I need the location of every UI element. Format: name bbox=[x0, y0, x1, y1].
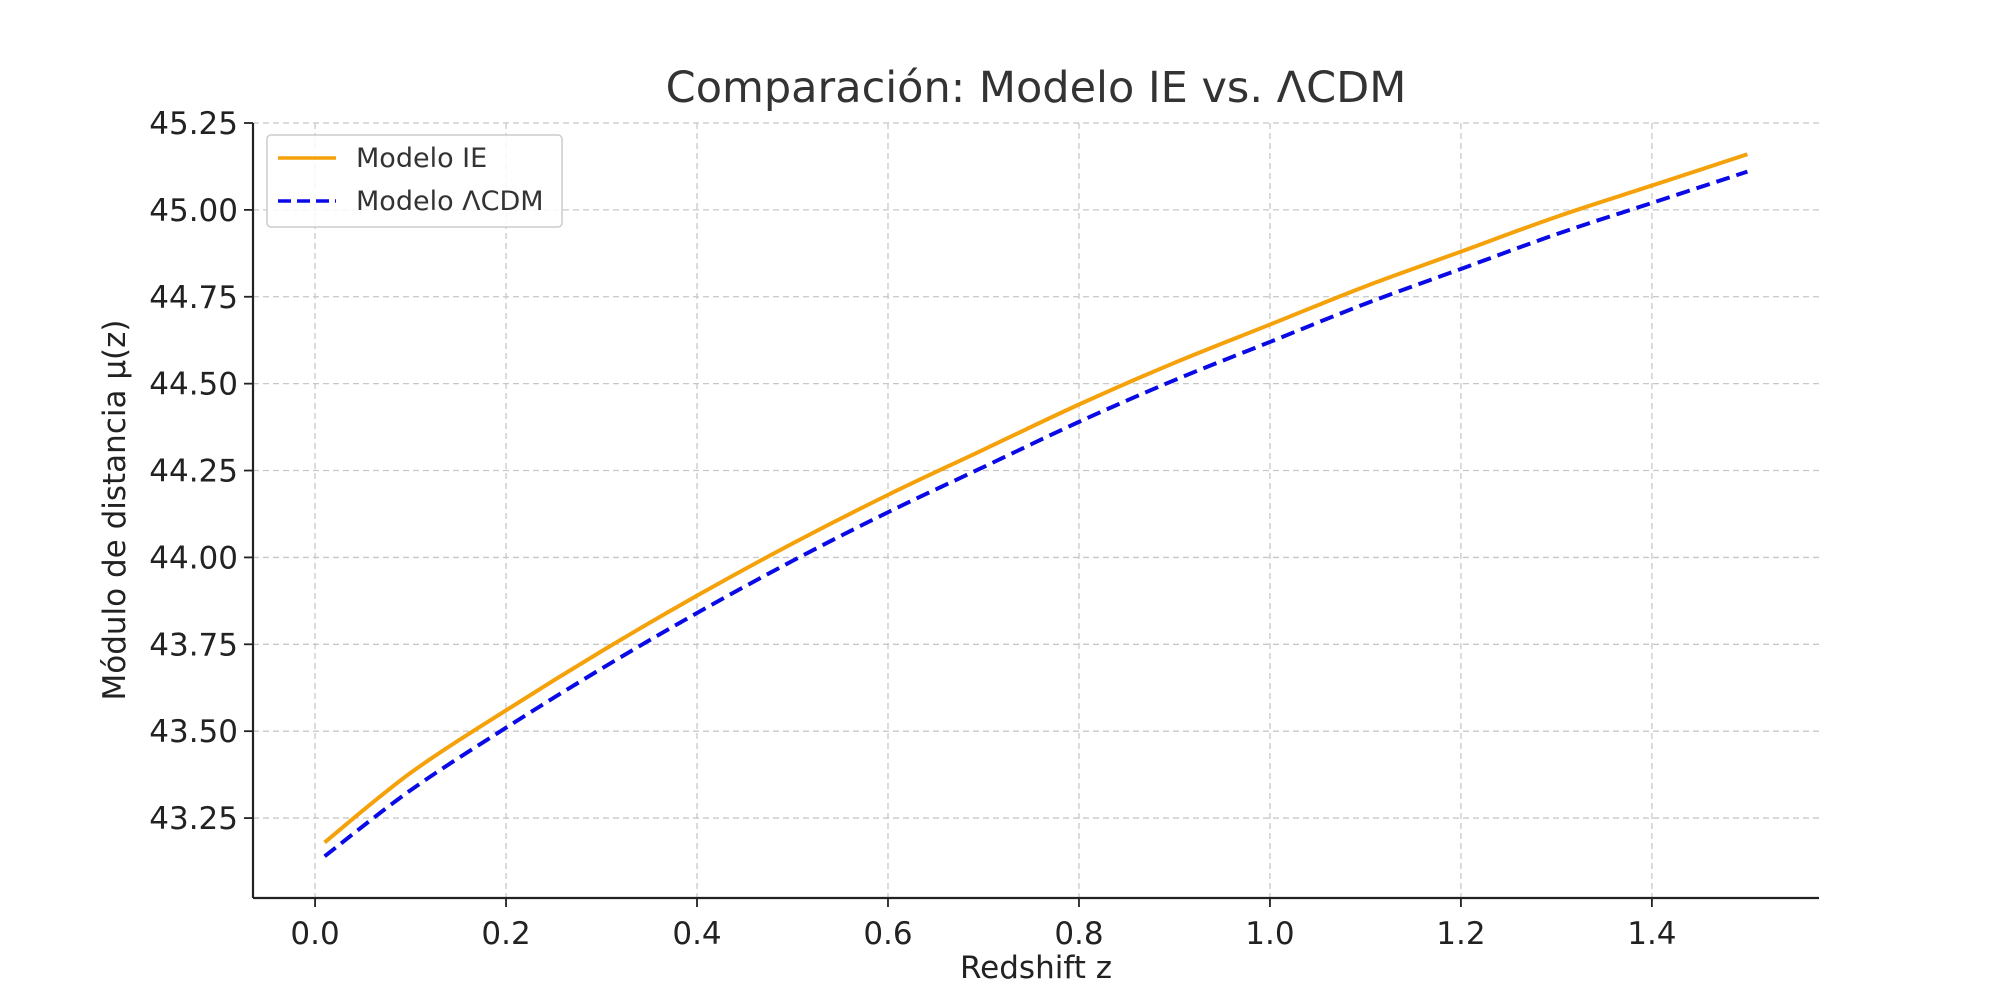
grid bbox=[253, 122, 1819, 898]
y-tick-label: 44.75 bbox=[149, 280, 238, 316]
series-line-modelo-lcdm bbox=[323, 169, 1749, 858]
series-lines bbox=[323, 152, 1749, 858]
legend-box bbox=[266, 134, 563, 228]
x-tick-label: 0.2 bbox=[481, 916, 530, 952]
y-tick-label: 45.25 bbox=[149, 106, 238, 142]
y-tick-label: 45.00 bbox=[149, 193, 238, 229]
x-tick-label: 1.4 bbox=[1627, 916, 1676, 952]
legend: Modelo IE Modelo ΛCDM bbox=[266, 134, 563, 228]
x-tick-label: 1.2 bbox=[1436, 916, 1485, 952]
chart-title: Comparación: Modelo IE vs. ΛCDM bbox=[666, 63, 1407, 113]
x-tick-label: 1.0 bbox=[1245, 916, 1294, 952]
legend-label-lcdm: Modelo ΛCDM bbox=[356, 186, 544, 217]
x-axis-label: Redshift z bbox=[960, 950, 1112, 986]
legend-label-ie: Modelo IE bbox=[356, 143, 487, 174]
y-tick-label: 44.50 bbox=[149, 367, 238, 403]
x-tick-label: 0.0 bbox=[290, 916, 339, 952]
x-tick-label: 0.8 bbox=[1054, 916, 1103, 952]
y-tick-label: 43.75 bbox=[149, 627, 238, 663]
y-tick-label: 43.25 bbox=[149, 801, 238, 837]
y-axis-label: Módulo de distancia μ(z) bbox=[97, 319, 133, 700]
axes bbox=[244, 122, 1819, 907]
series-line-modelo-ie bbox=[323, 152, 1749, 844]
y-tick-label: 43.50 bbox=[149, 714, 238, 750]
y-tick-label: 44.00 bbox=[149, 540, 238, 576]
x-tick-label: 0.4 bbox=[672, 916, 721, 952]
x-tick-label: 0.6 bbox=[863, 916, 912, 952]
tick-labels: 0.0 0.2 0.4 0.6 0.8 1.0 1.2 1.4 43.25 43.50 43.75 4… bbox=[149, 106, 1676, 952]
y-tick-label: 44.25 bbox=[149, 454, 238, 490]
